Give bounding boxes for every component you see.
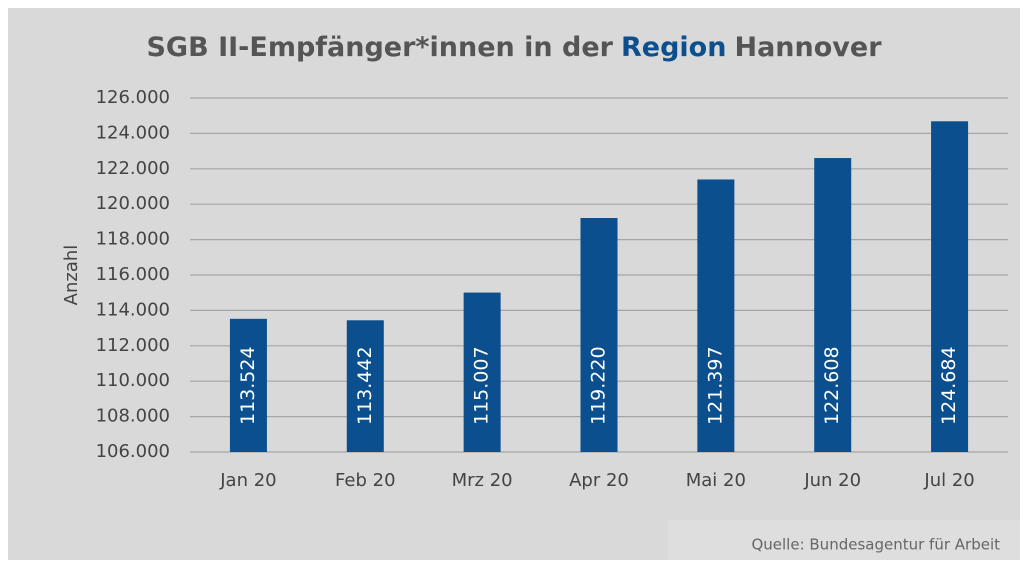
x-tick-label: Jan 20 [219, 470, 276, 491]
y-tick-label: 108.000 [96, 406, 170, 427]
bar [580, 218, 618, 452]
data-label: 119.220 [588, 346, 610, 425]
y-tick-label: 120.000 [96, 193, 170, 214]
x-tick-label: Feb 20 [335, 470, 396, 491]
x-tick-label: Mai 20 [686, 470, 746, 491]
title-part: SGB II-Empfänger*innen in der [146, 32, 613, 63]
data-label: 124.684 [938, 346, 960, 425]
y-tick-label: 126.000 [96, 87, 170, 108]
data-label: 122.608 [821, 346, 843, 425]
y-tick-label: 110.000 [96, 370, 170, 391]
data-label: 115.007 [471, 346, 493, 425]
source-panel [668, 520, 1020, 560]
y-tick-label: 114.000 [96, 299, 170, 320]
bar [463, 292, 501, 452]
title-part: Hannover [734, 32, 882, 63]
chart-title: SGB II-Empfänger*innen in der Region Hanno… [146, 32, 882, 63]
y-tick-label: 118.000 [96, 229, 170, 250]
y-tick-label: 124.000 [96, 122, 170, 143]
data-label: 121.397 [704, 346, 726, 425]
x-tick-label: Jun 20 [803, 470, 861, 491]
source: Quelle: Bundesagentur für Arbeit [751, 536, 1000, 554]
bar [814, 158, 852, 453]
data-label: 113.524 [237, 346, 259, 425]
bar [229, 318, 267, 452]
bar [931, 121, 969, 452]
background [8, 8, 1020, 560]
y-axis-label: Anzahl [61, 245, 82, 306]
y-tick-label: 116.000 [96, 264, 170, 285]
x-tick-label: Mrz 20 [452, 470, 513, 491]
y-tick-label: 112.000 [96, 335, 170, 356]
x-tick-label: Jul 20 [923, 470, 974, 491]
x-tick-label: Apr 20 [569, 470, 629, 491]
title-part: Region [621, 32, 726, 63]
y-tick-label: 122.000 [96, 158, 170, 179]
y-tick-label: 106.000 [96, 441, 170, 462]
data-label: 113.442 [354, 346, 376, 425]
bar [346, 320, 384, 452]
bar [697, 179, 735, 453]
